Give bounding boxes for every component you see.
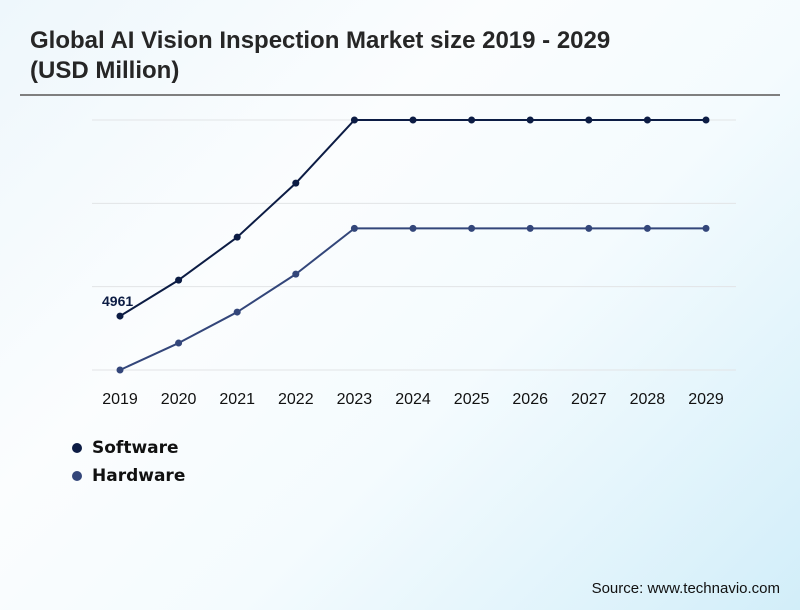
data-point-hardware — [350, 224, 358, 232]
legend-marker-software — [72, 443, 82, 453]
legend-item-software: Software — [72, 434, 185, 462]
series-line-hardware — [119, 227, 706, 371]
data-label: 4961 — [102, 293, 133, 309]
chart-title: Global AI Vision Inspection Market size … — [30, 27, 611, 84]
data-point-software — [526, 116, 534, 124]
data-point-software — [292, 179, 300, 187]
x-tick-label: 2024 — [395, 391, 431, 408]
data-point-software — [702, 116, 710, 124]
x-tick-label: 2025 — [454, 391, 490, 408]
x-tick-label: 2026 — [512, 391, 548, 408]
chart-legend: Software Hardware — [72, 434, 185, 490]
legend-label-software: Software — [92, 438, 179, 458]
data-point-software — [585, 116, 593, 124]
legend-marker-hardware — [72, 471, 82, 481]
x-tick-label: 2023 — [337, 391, 373, 408]
data-point-hardware — [292, 270, 300, 278]
data-point-hardware — [702, 224, 710, 232]
source-credit: Source: www.technavio.com — [591, 580, 780, 597]
data-point-software — [409, 116, 417, 124]
data-point-hardware — [643, 224, 651, 232]
x-tick-label: 2021 — [219, 391, 255, 408]
legend-label-hardware: Hardware — [92, 466, 186, 486]
data-point-hardware — [585, 224, 593, 232]
x-tick-label: 2029 — [688, 391, 724, 408]
data-point-hardware — [468, 224, 476, 232]
data-point-software — [233, 233, 241, 241]
data-point-hardware — [175, 339, 183, 347]
data-point-software — [468, 116, 476, 124]
legend-item-hardware: Hardware — [72, 462, 185, 490]
data-point-hardware — [409, 224, 417, 232]
data-point-hardware — [526, 224, 534, 232]
x-tick-label: 2020 — [161, 391, 197, 408]
data-point-software — [116, 312, 124, 320]
x-tick-label: 2019 — [102, 391, 138, 408]
data-point-software — [175, 276, 183, 284]
data-point-software — [350, 116, 358, 124]
x-tick-label: 2028 — [630, 391, 666, 408]
data-point-hardware — [116, 366, 124, 374]
x-tick-label: 2027 — [571, 391, 607, 408]
x-tick-label: 2022 — [278, 391, 314, 408]
data-point-software — [643, 116, 651, 124]
title-divider — [20, 94, 780, 96]
data-point-hardware — [233, 308, 241, 316]
